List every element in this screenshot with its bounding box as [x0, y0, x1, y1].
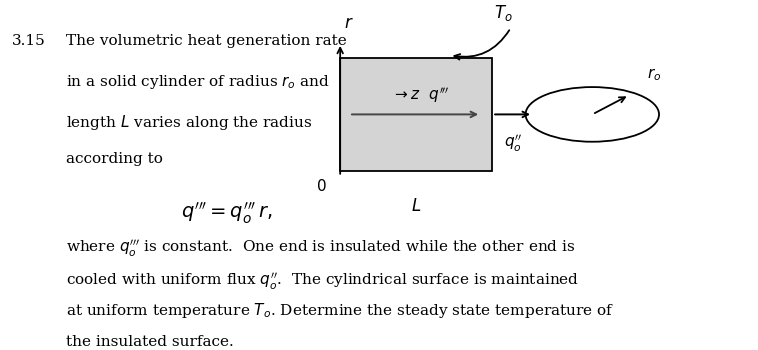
Text: length $L$ varies along the radius: length $L$ varies along the radius: [66, 113, 312, 132]
Text: $r$: $r$: [344, 15, 353, 33]
Bar: [340, 58, 492, 170]
Text: The volumetric heat generation rate: The volumetric heat generation rate: [66, 34, 346, 48]
Text: where $q_o^{\prime\prime\prime}$ is constant.  One end is insulated while the ot: where $q_o^{\prime\prime\prime}$ is cons…: [66, 237, 575, 259]
Text: $q_o^{\prime\prime}$: $q_o^{\prime\prime}$: [504, 133, 522, 154]
Text: the insulated surface.: the insulated surface.: [66, 335, 233, 349]
Text: 3.15: 3.15: [11, 34, 45, 48]
Text: at uniform temperature $T_o$. Determine the steady state temperature of: at uniform temperature $T_o$. Determine …: [66, 301, 614, 320]
Text: $0$: $0$: [316, 178, 327, 194]
Text: $\rightarrow z \ \ q^{\prime\prime\prime}$: $\rightarrow z \ \ q^{\prime\prime\prime…: [392, 86, 449, 105]
Text: $r_o$: $r_o$: [647, 66, 661, 83]
Text: $q^{\prime\prime\prime} = q_o^{\prime\prime\prime}\, r,$: $q^{\prime\prime\prime} = q_o^{\prime\pr…: [180, 201, 272, 226]
Text: in a solid cylinder of radius $r_o$ and: in a solid cylinder of radius $r_o$ and: [66, 74, 330, 91]
Text: $L$: $L$: [411, 198, 421, 215]
Text: according to: according to: [66, 152, 163, 166]
Circle shape: [525, 87, 659, 142]
Text: cooled with uniform flux $q_o^{\prime\prime}$.  The cylindrical surface is maint: cooled with uniform flux $q_o^{\prime\pr…: [66, 271, 579, 292]
Text: $T_o$: $T_o$: [494, 3, 512, 23]
